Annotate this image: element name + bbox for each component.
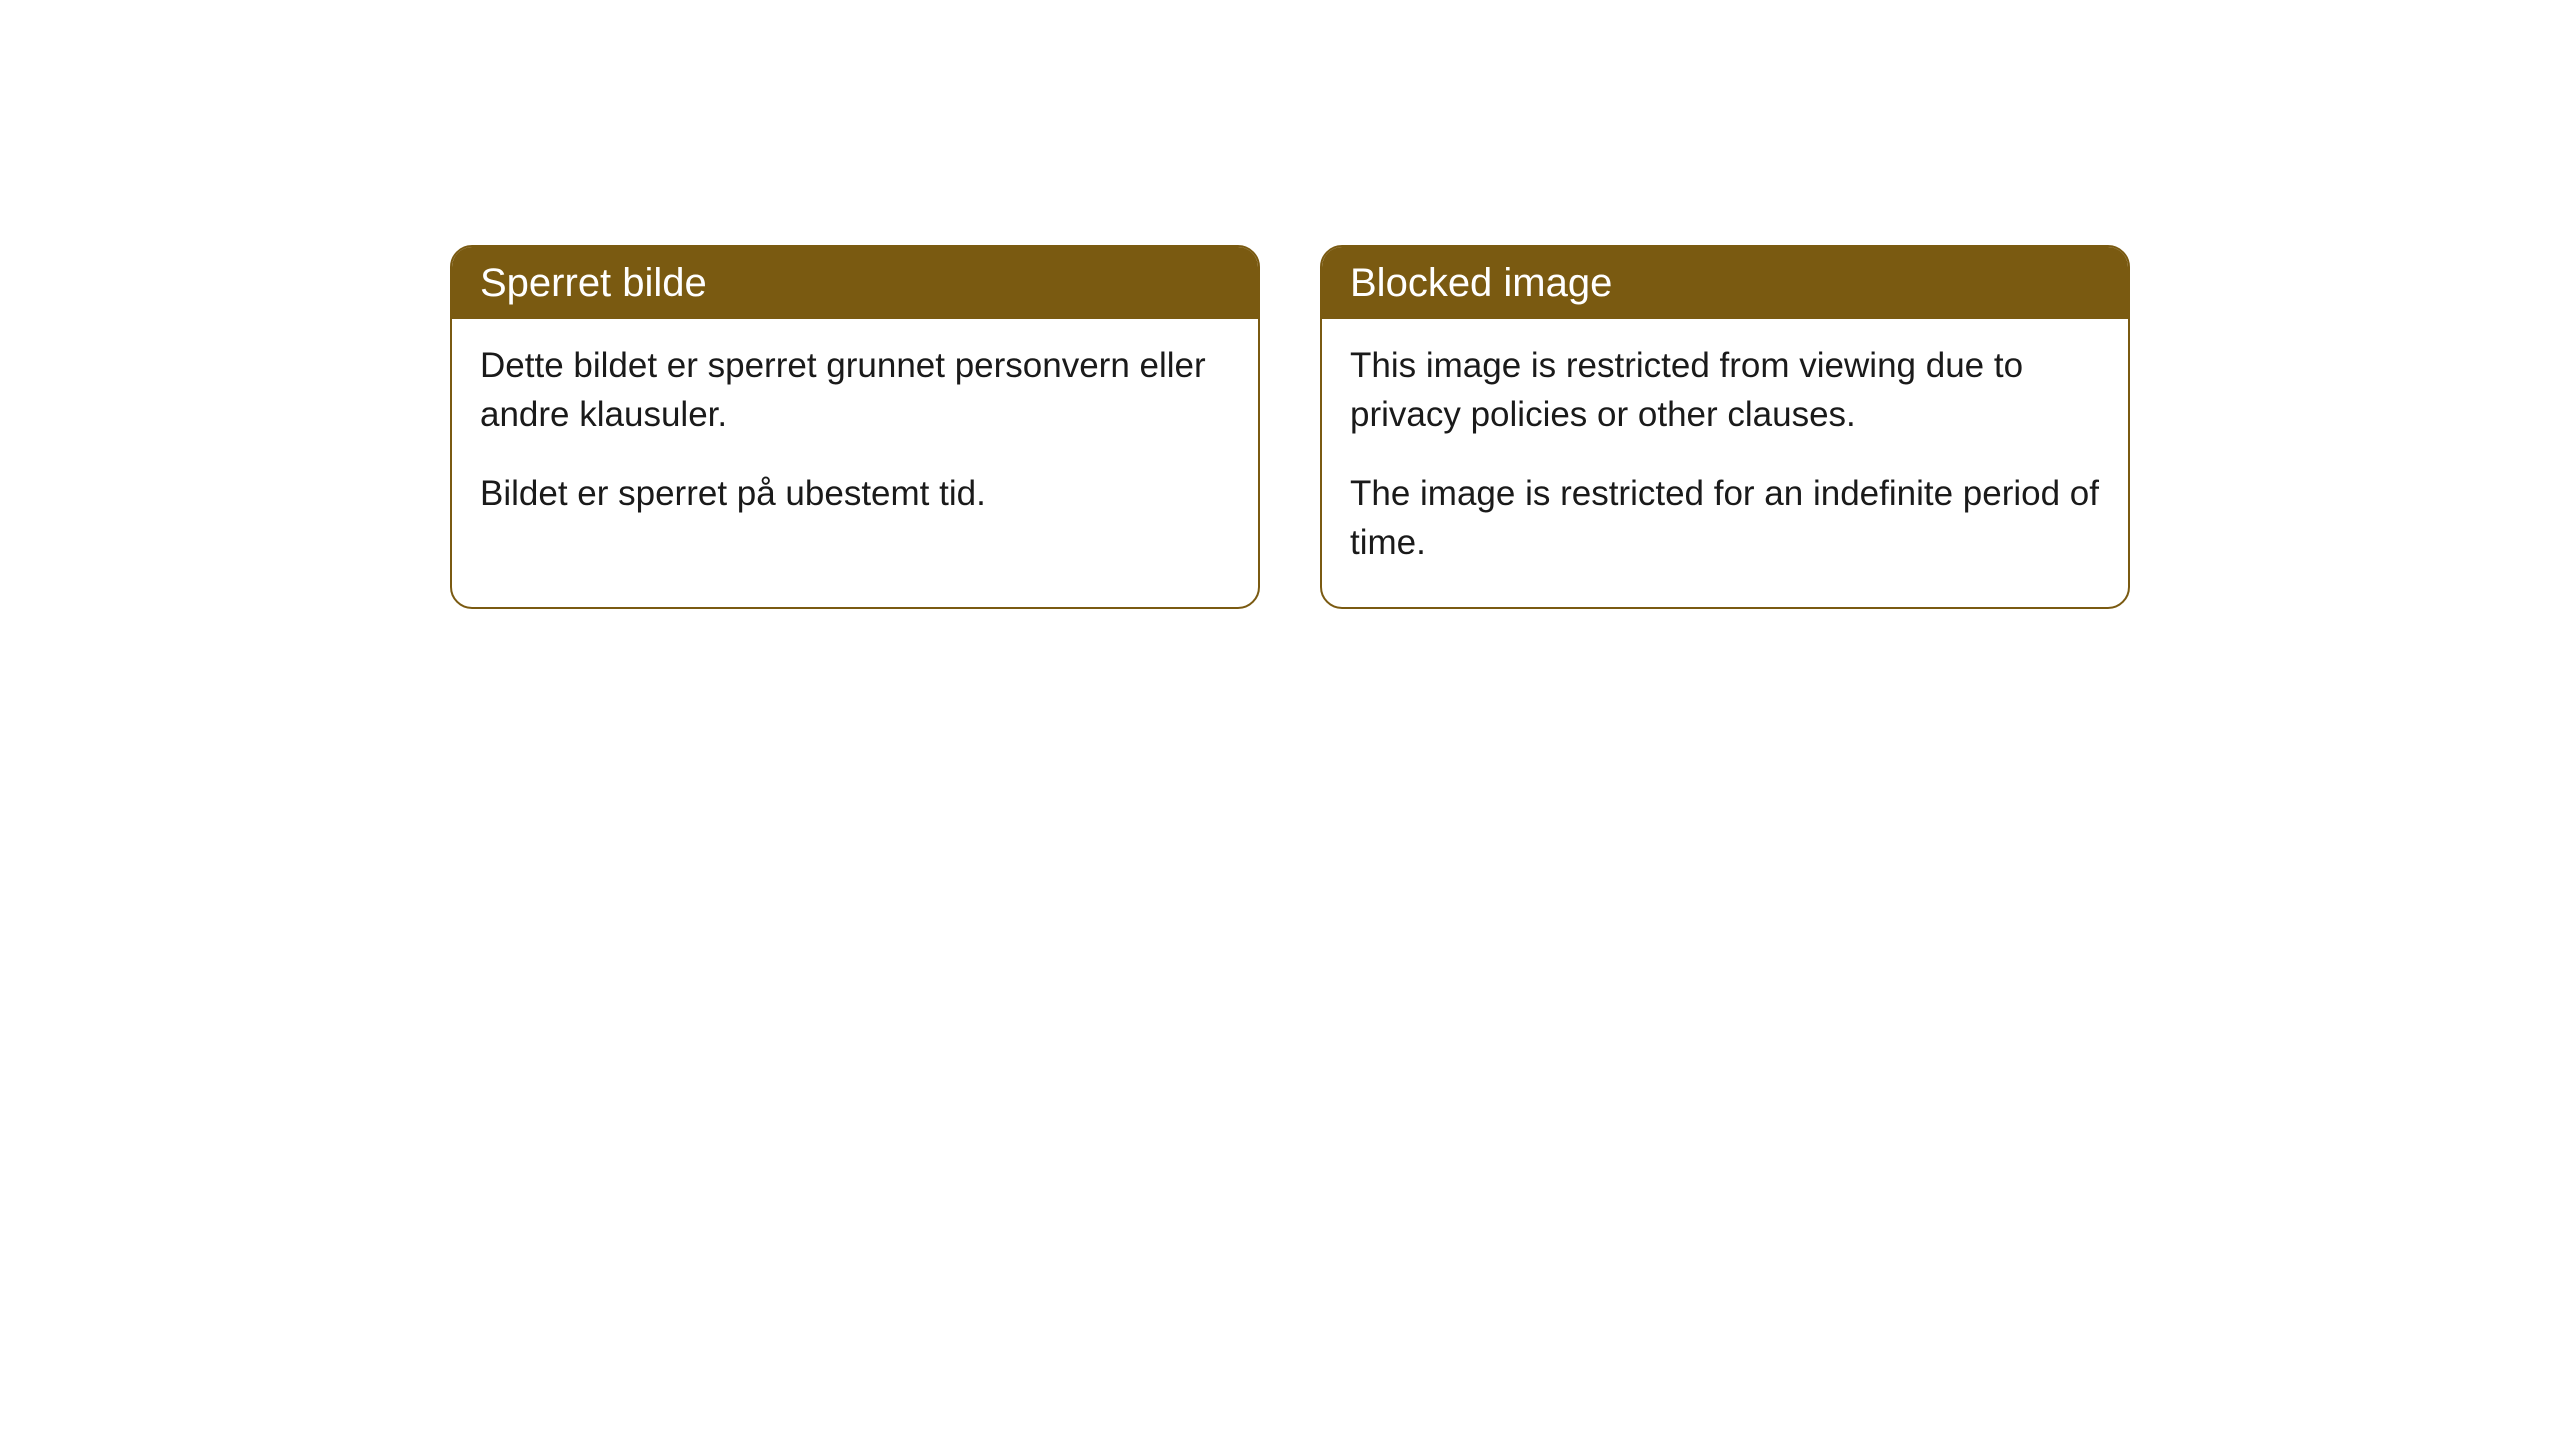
card-paragraph-1: This image is restricted from viewing du… bbox=[1350, 341, 2100, 439]
card-title: Sperret bilde bbox=[480, 261, 707, 305]
card-paragraph-1: Dette bildet er sperret grunnet personve… bbox=[480, 341, 1230, 439]
card-paragraph-2: The image is restricted for an indefinit… bbox=[1350, 469, 2100, 567]
notice-card-english: Blocked image This image is restricted f… bbox=[1320, 245, 2130, 609]
card-body: This image is restricted from viewing du… bbox=[1322, 319, 2128, 607]
notice-card-norwegian: Sperret bilde Dette bildet er sperret gr… bbox=[450, 245, 1260, 609]
notice-cards-container: Sperret bilde Dette bildet er sperret gr… bbox=[450, 245, 2560, 609]
card-header: Blocked image bbox=[1322, 247, 2128, 319]
card-paragraph-2: Bildet er sperret på ubestemt tid. bbox=[480, 469, 1230, 518]
card-header: Sperret bilde bbox=[452, 247, 1258, 319]
card-body: Dette bildet er sperret grunnet personve… bbox=[452, 319, 1258, 558]
card-title: Blocked image bbox=[1350, 261, 1612, 305]
